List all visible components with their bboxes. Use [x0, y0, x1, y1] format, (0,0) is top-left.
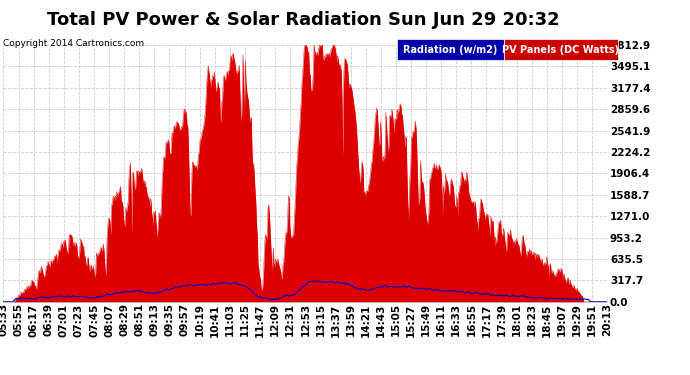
Text: Total PV Power & Solar Radiation Sun Jun 29 20:32: Total PV Power & Solar Radiation Sun Jun… [48, 11, 560, 29]
Text: PV Panels (DC Watts): PV Panels (DC Watts) [502, 45, 619, 55]
Text: Copyright 2014 Cartronics.com: Copyright 2014 Cartronics.com [3, 39, 145, 48]
Text: Radiation (w/m2): Radiation (w/m2) [403, 45, 497, 55]
